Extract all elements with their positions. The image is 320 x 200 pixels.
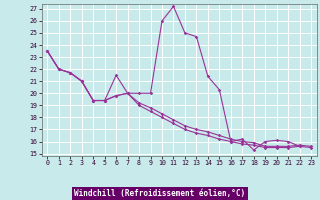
Text: Windchill (Refroidissement éolien,°C): Windchill (Refroidissement éolien,°C) xyxy=(75,189,245,198)
